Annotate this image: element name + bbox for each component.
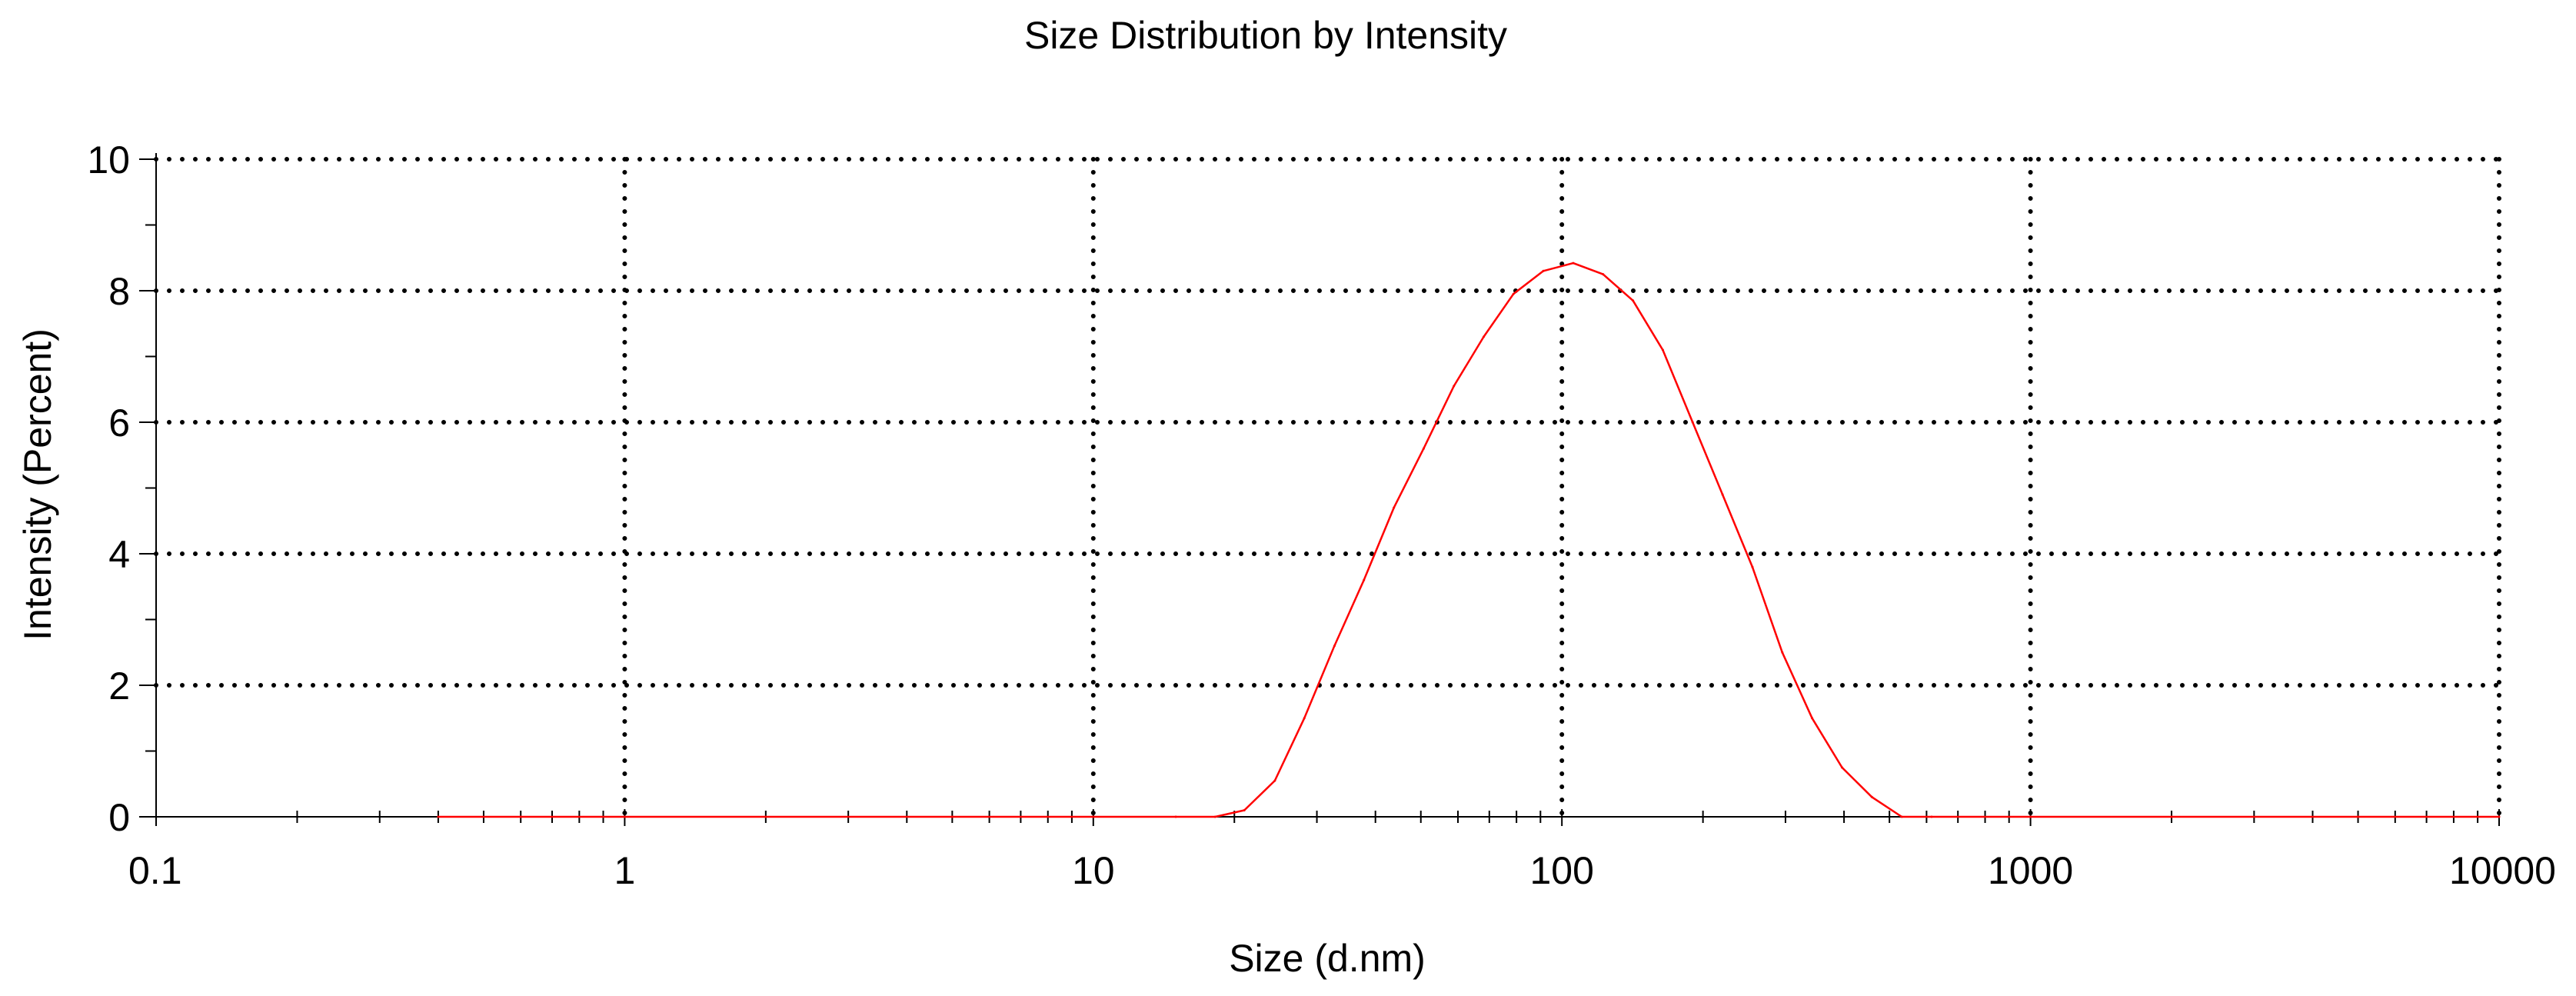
tick-marks (139, 158, 2500, 826)
data-point (1781, 651, 1784, 654)
data-point (1213, 815, 1216, 818)
data-point (1363, 578, 1366, 581)
data-point (1751, 565, 1754, 568)
y-axis-label: Intensity (Percent) (16, 328, 59, 641)
y-tick-label: 0 (108, 796, 130, 839)
data-point (1422, 447, 1425, 450)
data-point (1174, 815, 1177, 818)
series-line (438, 261, 2499, 818)
data-point (1661, 348, 1664, 351)
x-axis-label: Size (d.nm) (1229, 937, 1426, 980)
y-tick-label: 8 (108, 270, 130, 313)
grid-lines (154, 157, 2501, 819)
data-point (623, 815, 626, 818)
data-point (1243, 809, 1246, 811)
x-tick-label: 0.1 (128, 849, 182, 892)
data-point (1572, 261, 1575, 265)
y-tick-label: 6 (108, 401, 130, 445)
data-point (1841, 766, 1843, 769)
data-point (1092, 815, 1095, 818)
data-point (519, 815, 522, 818)
data-point (437, 815, 440, 818)
tick-labels: 0 2 4 6 8 10 0.1 1 10 100 1000 10000 (87, 138, 2556, 892)
data-point (1512, 292, 1515, 295)
axes (155, 153, 2499, 818)
data-point (1393, 506, 1396, 509)
data-point (2029, 815, 2032, 818)
y-tick-label: 2 (108, 665, 130, 708)
data-point (1691, 421, 1694, 424)
chart-title: Size Distribution by Intensity (1024, 14, 1507, 57)
x-tick-label: 1000 (1988, 849, 2073, 892)
data-point (1303, 717, 1306, 720)
data-point (2170, 815, 2173, 818)
series-layer (437, 261, 2501, 818)
data-point (950, 815, 954, 818)
data-point (1900, 815, 1903, 818)
data-point (1602, 273, 1605, 276)
y-tick-label: 4 (108, 533, 130, 576)
data-point (1273, 779, 1276, 782)
data-point (1483, 335, 1485, 338)
data-point (1870, 795, 1873, 798)
data-point (2357, 815, 2360, 818)
data-point (1721, 493, 1724, 496)
data-point (1453, 385, 1456, 388)
data-point (1333, 645, 1336, 648)
x-tick-label: 10000 (2449, 849, 2556, 892)
y-tick-label: 10 (87, 138, 130, 182)
x-tick-label: 100 (1529, 849, 1593, 892)
data-point (1632, 299, 1635, 302)
data-point (764, 815, 767, 818)
data-point (1930, 815, 1933, 818)
data-point (1811, 717, 1814, 720)
data-point (1542, 269, 1545, 272)
x-tick-label: 10 (1072, 849, 1115, 892)
x-tick-label: 1 (614, 849, 635, 892)
data-point (2498, 815, 2501, 818)
